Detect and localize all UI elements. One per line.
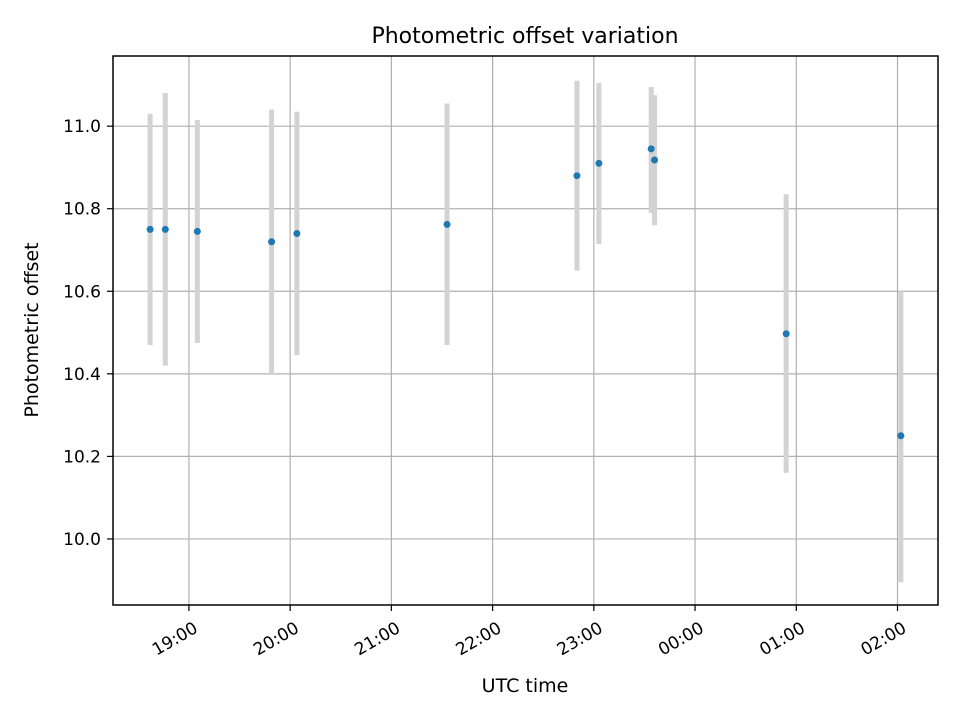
y-tick-label: 10.2 [63, 447, 101, 467]
data-point [161, 225, 169, 233]
axes: 19:00 20:00 21:00 22:00 23:00 00:00 01:00 02:00… [63, 55, 939, 660]
y-tick-label: 10.8 [63, 200, 101, 220]
data-point [595, 159, 603, 167]
data-point [782, 330, 790, 338]
x-tick-label: 22:00 [453, 618, 505, 660]
data-point [443, 220, 451, 228]
x-tick-label: 19:00 [149, 618, 201, 660]
x-axis-label: UTC time [482, 675, 569, 697]
data-points [146, 145, 905, 440]
y-tick-label: 10.0 [63, 530, 101, 550]
data-point [651, 156, 659, 164]
y-tick-label: 11.0 [63, 117, 101, 137]
y-axis-label: Photometric offset [21, 242, 43, 417]
x-tick-label: 21:00 [351, 618, 403, 660]
chart-title: Photometric offset variation [371, 24, 678, 49]
x-tick-label: 23:00 [554, 618, 606, 660]
data-point [293, 229, 301, 237]
data-point [146, 225, 154, 233]
y-tick-label: 10.6 [63, 282, 101, 302]
data-point [897, 432, 905, 440]
grid-lines [113, 56, 938, 605]
plot-frame [112, 55, 939, 606]
data-point [268, 238, 276, 246]
data-point [647, 145, 655, 153]
x-tick-label: 00:00 [655, 618, 707, 660]
y-tick-label: 10.4 [63, 365, 101, 385]
x-tick-label: 01:00 [756, 618, 808, 660]
data-point [573, 172, 581, 180]
x-tick-label: 20:00 [250, 618, 302, 660]
x-tick-label: 02:00 [858, 618, 910, 660]
data-point [193, 227, 201, 235]
